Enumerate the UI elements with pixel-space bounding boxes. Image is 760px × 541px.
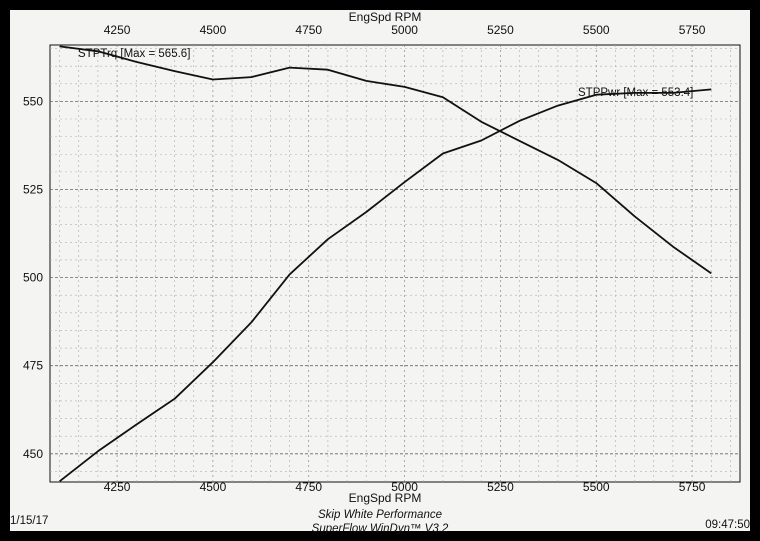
y-tick-label: 550 bbox=[23, 94, 43, 108]
x-tick-label-top: 5750 bbox=[679, 23, 706, 37]
x-tick-label-bottom: 4750 bbox=[295, 480, 322, 494]
x-tick-label-bottom: 5250 bbox=[487, 480, 514, 494]
x-tick-label-top: 4750 bbox=[295, 23, 322, 37]
x-axis-title-top: EngSpd RPM bbox=[349, 10, 422, 24]
x-tick-label-bottom: 5500 bbox=[583, 480, 610, 494]
dyno-sheet: 4250 4250 4500 4500 4750 4750 5000 5000 5250 5250… bbox=[10, 10, 750, 535]
x-tick-label-top: 5500 bbox=[583, 23, 610, 37]
y-tick-label: 450 bbox=[23, 447, 43, 461]
series-label-power: STPPwr [Max = 553.4] bbox=[578, 87, 693, 99]
x-tick-label-bottom: 5750 bbox=[679, 480, 706, 494]
footer-time: 09:47:50 bbox=[705, 519, 750, 531]
x-tick-label-top: 5000 bbox=[391, 23, 418, 37]
torque-line bbox=[59, 45, 712, 275]
grid-lines bbox=[50, 45, 740, 482]
footer-company: Skip White Performance bbox=[318, 509, 442, 521]
y-tick-label: 525 bbox=[23, 182, 43, 196]
x-tick-label-bottom: 5000 bbox=[391, 480, 418, 494]
dyno-chart: 4250 4250 4500 4500 4750 4750 5000 5000 5250 5250… bbox=[23, 10, 741, 505]
x-tick-label-top: 4250 bbox=[104, 23, 131, 37]
footer-date: 1/15/17 bbox=[10, 515, 49, 527]
y-tick-label: 500 bbox=[23, 271, 43, 285]
x-tick-label-top: 5250 bbox=[487, 23, 514, 37]
series-label-torque: STPTrq [Max = 565.6] bbox=[78, 48, 190, 60]
x-tick-label-bottom: 4500 bbox=[200, 480, 227, 494]
x-tick-label-bottom: 4250 bbox=[104, 480, 131, 494]
plot-area bbox=[49, 44, 741, 483]
x-tick-label-top: 4500 bbox=[200, 23, 227, 37]
power-line bbox=[59, 88, 712, 483]
y-tick-label: 475 bbox=[23, 359, 43, 373]
series-lines bbox=[59, 45, 712, 483]
x-axis-title-bottom: EngSpd RPM bbox=[349, 491, 422, 505]
tick-labels: 4250 4250 4500 4500 4750 4750 5000 5000 5250 5250… bbox=[23, 23, 706, 494]
footer-software: SuperFlow WinDyn™ V3.2 bbox=[311, 523, 449, 535]
